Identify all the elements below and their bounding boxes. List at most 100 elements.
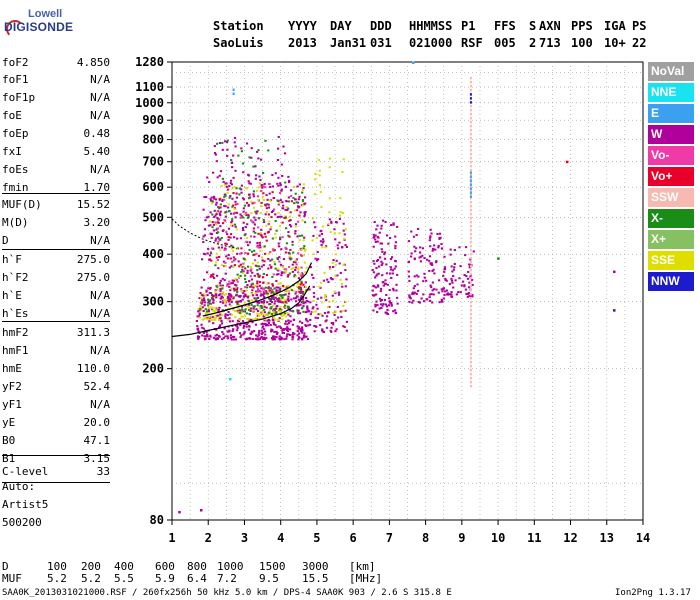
echo-point	[259, 232, 262, 235]
echo-point	[209, 291, 213, 294]
echo-point	[245, 289, 248, 292]
echo-point	[303, 213, 306, 216]
y-tick-label: 600	[142, 180, 164, 194]
param-row: foEp 0.48	[2, 127, 110, 145]
echo-point	[272, 273, 275, 276]
echo-point	[274, 318, 277, 321]
echo-point	[294, 223, 298, 226]
echo-point	[280, 310, 283, 313]
echo-point	[224, 205, 227, 208]
echo-streak	[469, 308, 472, 312]
echo-point	[278, 317, 281, 320]
echo-point	[269, 259, 272, 262]
echo-point	[297, 326, 301, 329]
echo-streak	[469, 80, 472, 84]
echo-point	[219, 279, 222, 282]
echo-point	[260, 306, 263, 309]
echo-point	[242, 221, 245, 224]
echo-streak	[469, 128, 472, 132]
echo-point	[217, 206, 220, 209]
echo-point	[453, 266, 456, 269]
param-name: fxI	[2, 145, 22, 158]
echo-point	[394, 241, 398, 244]
echo-point	[274, 236, 277, 239]
echo-point	[257, 265, 260, 268]
echo-point	[265, 224, 268, 227]
echo-point	[252, 230, 255, 233]
echo-point	[285, 206, 288, 209]
echo-point	[268, 310, 271, 313]
echo-point	[263, 232, 266, 235]
echo-streak	[469, 124, 472, 128]
echo-point	[211, 213, 214, 216]
echo-point	[232, 204, 235, 207]
echo-point	[247, 173, 250, 176]
echo-point	[251, 271, 254, 274]
echo-point	[259, 336, 262, 339]
echo-point	[296, 334, 299, 337]
echo-point	[440, 243, 443, 246]
echo-point	[234, 338, 238, 341]
echo-point	[264, 213, 267, 216]
echo-point	[233, 335, 236, 338]
echo-point	[377, 236, 380, 239]
echo-point	[221, 309, 224, 312]
echo-point	[417, 289, 420, 292]
echo-point	[267, 206, 271, 209]
echo-point	[297, 206, 300, 209]
echo-point	[372, 271, 376, 274]
echo-point	[242, 229, 245, 232]
echo-point	[320, 206, 323, 209]
echo-point	[241, 162, 245, 165]
echo-point	[328, 218, 331, 221]
echo-point	[226, 283, 229, 286]
echo-point	[261, 184, 264, 187]
echo-point	[258, 301, 261, 304]
echo-point	[241, 265, 244, 268]
echo-point	[334, 263, 337, 266]
echo-point	[256, 312, 259, 315]
echo-point	[471, 283, 474, 286]
echo-point	[210, 196, 213, 199]
echo-point	[384, 220, 387, 223]
param-value: N/A	[90, 398, 110, 411]
echo-point	[258, 182, 261, 185]
echo-streak	[469, 120, 472, 124]
echo-point	[301, 329, 304, 332]
echo-point	[258, 338, 261, 341]
echo-point	[239, 263, 242, 266]
echo-streak	[469, 212, 472, 216]
echo-point	[268, 319, 271, 322]
echo-point	[287, 285, 290, 288]
echo-point	[281, 318, 284, 321]
echo-point	[279, 199, 282, 202]
echo-point	[206, 176, 209, 179]
echo-point	[223, 219, 226, 222]
echo-point	[385, 305, 389, 308]
echo-point	[221, 301, 225, 304]
echo-point	[440, 247, 444, 250]
echo-point	[285, 337, 288, 340]
echo-point	[226, 191, 229, 194]
echo-point	[281, 314, 284, 317]
echo-point	[317, 159, 320, 162]
echo-point	[392, 222, 395, 225]
param-row: foF1p N/A	[2, 91, 110, 109]
echo-point	[304, 248, 307, 251]
echo-point	[323, 271, 326, 274]
echo-point	[223, 198, 226, 201]
echo-point	[301, 188, 304, 191]
echo-point	[381, 281, 384, 284]
echo-point	[219, 214, 222, 217]
echo-point	[338, 262, 341, 265]
echo-point	[255, 308, 258, 311]
echo-point	[287, 273, 290, 276]
echo-point	[226, 154, 229, 157]
echo-point	[203, 338, 207, 341]
echo-point	[337, 293, 341, 296]
echo-point	[338, 217, 342, 220]
echo-point	[298, 304, 301, 307]
y-tick-label: 300	[142, 295, 164, 309]
echo-point	[196, 327, 200, 330]
echo-point	[386, 308, 389, 311]
